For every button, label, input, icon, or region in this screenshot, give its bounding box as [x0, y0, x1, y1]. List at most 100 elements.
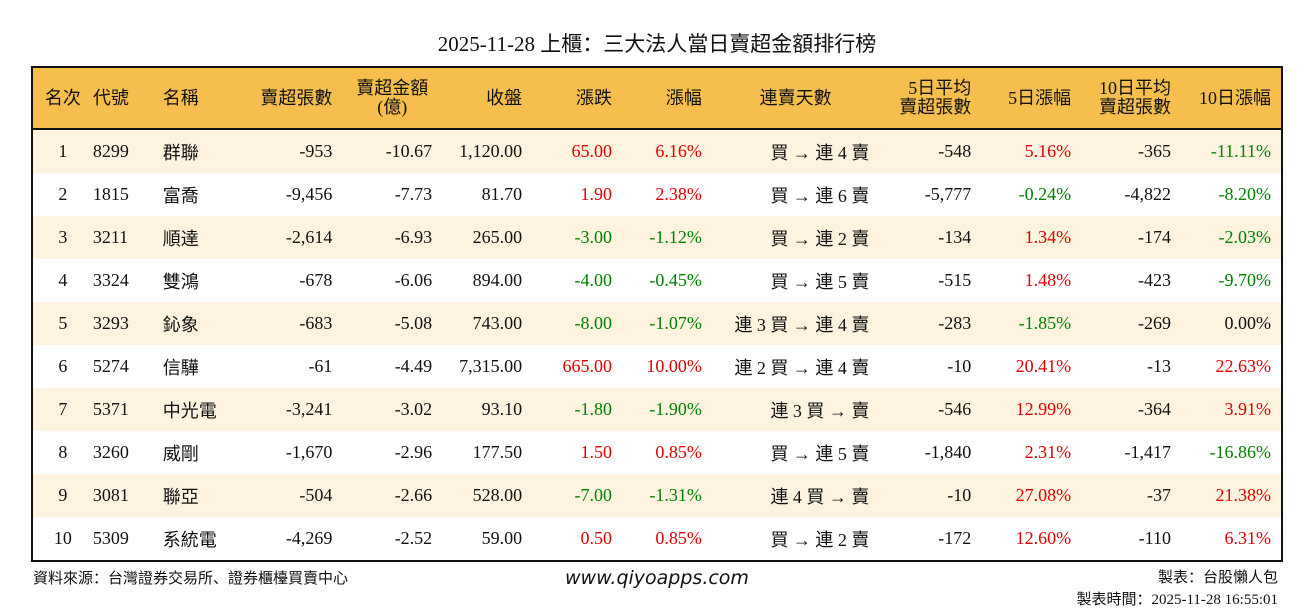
table-cell: 894.00: [472, 270, 523, 290]
table-cell: 群聯: [162, 142, 199, 163]
table-cell: -1.85%: [1018, 313, 1072, 333]
table-cell: -7.73: [394, 184, 433, 204]
table-row: 10 5309 系統電 -4,269 -2.52 59.00 0.50 0.85% 買 → 連 …: [33, 517, 1281, 560]
table-cell: -10: [947, 356, 972, 376]
table-cell: 聯亞: [162, 486, 199, 507]
table-cell: -3,241: [285, 399, 333, 419]
table-cell: 富喬: [162, 185, 199, 206]
table-cell: 20.41%: [1015, 356, 1072, 376]
table-cell: 2: [58, 184, 68, 204]
table-cell: 鈊象: [162, 314, 199, 335]
table-cell: -515: [938, 270, 972, 290]
table-cell: 3: [58, 227, 68, 247]
table-cell: -16.86%: [1209, 442, 1272, 462]
table-cell: 8299: [92, 141, 129, 161]
table-cell: -3.02: [394, 399, 433, 419]
table-cell: 連 3 買 → 連 4 賣: [734, 314, 870, 335]
table-cell: -2.52: [394, 528, 433, 548]
table-cell: 3.91%: [1224, 399, 1272, 419]
column-header: 10日平均 賣超張數: [1099, 78, 1171, 117]
table-cell: 12.99%: [1015, 399, 1072, 419]
table-cell: 系統電: [162, 529, 217, 550]
table-row: 5 3293 鈊象 -683 -5.08 743.00 -8.00 -1.07% 連 3 買 →…: [33, 302, 1281, 345]
table-cell: 27.08%: [1015, 485, 1072, 505]
table-cell: 0.50: [580, 528, 613, 548]
table-cell: -7.00: [574, 485, 613, 505]
table-cell: -10.67: [385, 141, 433, 161]
table-row: 2 1815 富喬 -9,456 -7.73 81.70 1.90 2.38% 買 → 連 6 …: [33, 173, 1281, 216]
table-cell: 265.00: [472, 227, 523, 247]
table-cell: -2.66: [394, 485, 433, 505]
table-cell: 5.16%: [1024, 141, 1072, 161]
table-cell: 0.85%: [655, 528, 702, 548]
table-cell: 信驊: [162, 357, 199, 378]
table-cell: -4,822: [1124, 184, 1172, 204]
table-cell: 連 4 買 → 賣: [770, 486, 870, 507]
ranking-table: 名次 代號 名稱 賣超張數 賣超金額 (億) 收盤 漲跌 漲幅 連賣天數 5日平均 賣超張數 5日漲幅 1…: [31, 66, 1283, 562]
table-cell: 21.38%: [1215, 485, 1272, 505]
table-cell: -2.96: [394, 442, 433, 462]
table-cell: 3211: [92, 227, 129, 247]
table-cell: 7,315.00: [459, 356, 523, 376]
column-header: 名次: [44, 87, 81, 108]
table-cell: -6.93: [394, 227, 433, 247]
website-link[interactable]: www.qiyoapps.com: [565, 567, 749, 589]
table-cell: 中光電: [162, 400, 217, 421]
table-cell: 1.90: [580, 184, 613, 204]
table-cell: 1815: [92, 184, 129, 204]
table-cell: 買 → 連 2 賣: [770, 228, 870, 249]
table-cell: 59.00: [481, 528, 523, 548]
table-cell: -6.06: [394, 270, 433, 290]
table-cell: -5.08: [394, 313, 433, 333]
table-cell: 雙鴻: [162, 271, 199, 292]
table-cell: -269: [1138, 313, 1171, 333]
column-header: 賣超金額 (億): [356, 78, 429, 117]
table-cell: 買 → 連 5 賣: [770, 271, 870, 292]
table-cell: -9.70%: [1218, 270, 1272, 290]
table-cell: 6: [58, 356, 68, 376]
table-cell: 連 2 買 → 連 4 賣: [734, 357, 870, 378]
table-cell: -4.49: [394, 356, 433, 376]
column-header: 漲跌: [576, 87, 613, 108]
table-cell: -174: [1138, 227, 1171, 247]
table-cell: 2.38%: [655, 184, 702, 204]
table-cell: -678: [299, 270, 333, 290]
table-cell: 4: [58, 270, 68, 290]
table-cell: 買 → 連 6 賣: [770, 185, 870, 206]
maker: 製表：台股懶人包: [1157, 570, 1278, 586]
page-title: 2025-11-28 上櫃：三大法人當日賣超金額排行榜: [437, 32, 877, 56]
table-cell: -1.90%: [649, 399, 702, 419]
table-cell: 12.60%: [1015, 528, 1072, 548]
table-cell: 6.16%: [655, 141, 702, 161]
column-header: 代號: [92, 87, 129, 108]
table-cell: -1.80: [574, 399, 613, 419]
table-cell: -365: [1138, 141, 1171, 161]
table-cell: -5,777: [924, 184, 972, 204]
table-cell: 1,120.00: [459, 141, 523, 161]
table-cell: -110: [1138, 528, 1171, 548]
table-cell: 177.50: [472, 442, 523, 462]
table-cell: 65.00: [571, 141, 613, 161]
table-cell: 528.00: [472, 485, 523, 505]
table-cell: 5371: [92, 399, 129, 419]
table-cell: -11.11%: [1210, 141, 1271, 161]
table-row: 7 5371 中光電 -3,241 -3.02 93.10 -1.80 -1.90% 連 3 買…: [33, 388, 1281, 431]
table-row: 3 3211 順達 -2,614 -6.93 265.00 -3.00 -1.12% 買 → 連…: [33, 216, 1281, 259]
table-cell: 買 → 連 2 賣: [770, 529, 870, 550]
table-cell: 93.10: [481, 399, 523, 419]
table-cell: 2.31%: [1024, 442, 1072, 462]
table-cell: 0.00%: [1224, 313, 1272, 333]
table-cell: -1,840: [924, 442, 972, 462]
table-cell: -8.00: [574, 313, 613, 333]
column-header: 5日漲幅: [1008, 87, 1072, 108]
column-header: 5日平均 賣超張數: [899, 78, 972, 117]
table-cell: 9: [58, 485, 68, 505]
table-cell: -10: [947, 485, 972, 505]
table-cell: 81.70: [481, 184, 523, 204]
table-cell: -2.03%: [1218, 227, 1272, 247]
table-row: 1 8299 群聯 -953 -10.67 1,120.00 65.00 6.16% 買 → 連…: [33, 129, 1281, 173]
table-cell: -8.20%: [1218, 184, 1272, 204]
maker-info: 製表：台股懶人包 製表時間：2025-11-28 16:55:01: [1076, 567, 1278, 611]
column-header: 連賣天數: [759, 87, 832, 108]
table-cell: -134: [938, 227, 972, 247]
